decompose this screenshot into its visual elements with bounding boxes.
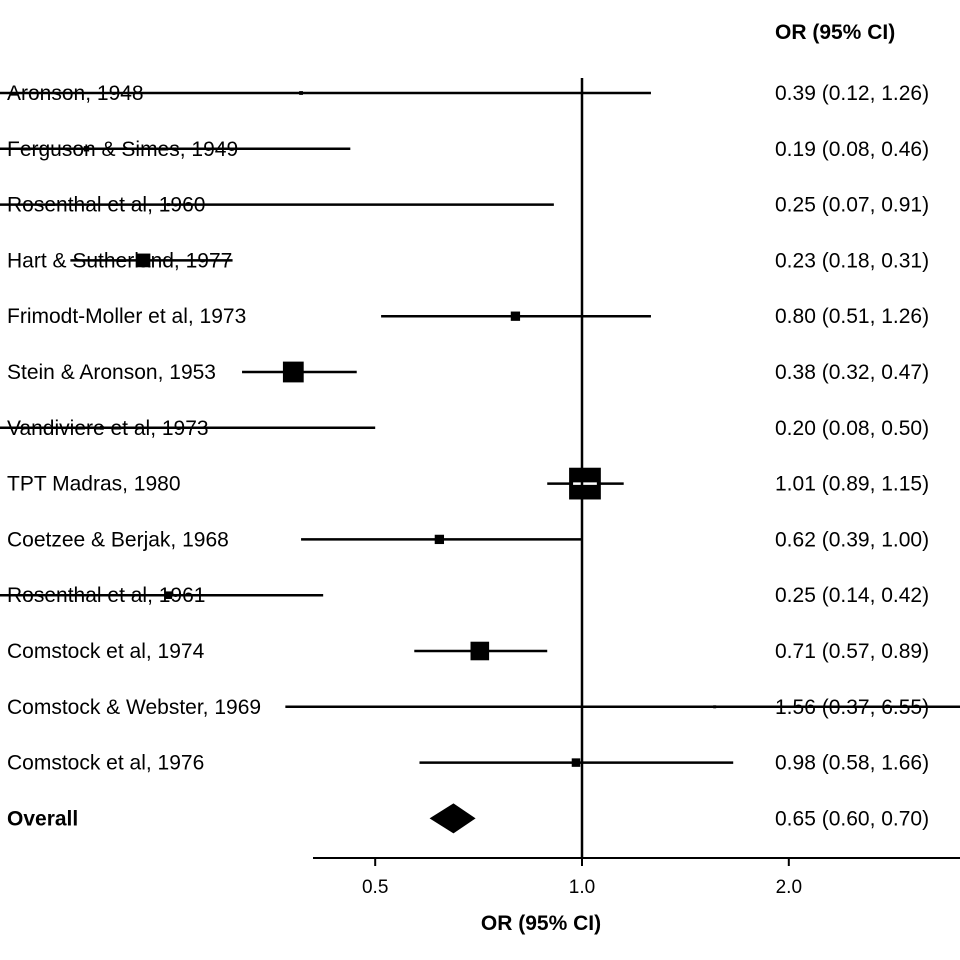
point-estimate-marker xyxy=(571,758,581,767)
point-estimate-marker xyxy=(164,591,173,599)
study-row: Aronson, 1948 0.39 (0.12, 1.26) xyxy=(0,82,929,105)
study-ci-value: 0.25 (0.14, 0.42) xyxy=(775,584,929,607)
x-axis-label: OR (95% CI) xyxy=(481,912,601,935)
study-ci-value: 0.20 (0.08, 0.50) xyxy=(775,417,929,440)
study-row: Comstock et al, 1976 0.98 (0.58, 1.66) xyxy=(7,752,929,775)
study-ci-value: 0.62 (0.39, 1.00) xyxy=(775,528,929,551)
study-ci-value: 0.38 (0.32, 0.47) xyxy=(775,361,929,384)
point-estimate-marker xyxy=(470,641,490,661)
study-ci-value: 0.71 (0.57, 0.89) xyxy=(775,640,929,663)
study-label: Coetzee & Berjak, 1968 xyxy=(7,528,229,551)
study-row: Comstock et al, 1974 0.71 (0.57, 0.89) xyxy=(7,640,929,663)
point-estimate-marker xyxy=(282,361,304,383)
study-ci-value: 0.19 (0.08, 0.46) xyxy=(775,138,929,161)
study-label: TPT Madras, 1980 xyxy=(7,473,181,496)
point-estimate-marker xyxy=(510,311,521,321)
overall-row: Overall 0.65 (0.60, 0.70) xyxy=(7,803,929,834)
x-tick-label: 1.0 xyxy=(569,877,595,898)
study-ci-value: 0.25 (0.07, 0.91) xyxy=(775,194,929,217)
point-estimate-marker xyxy=(136,253,151,268)
overall-diamond xyxy=(429,803,476,834)
overall-ci-value: 0.65 (0.60, 0.70) xyxy=(775,807,929,830)
point-estimate-marker xyxy=(166,203,170,207)
overall-label: Overall xyxy=(7,807,78,830)
ci-column-header: OR (95% CI) xyxy=(775,21,895,44)
study-label: Comstock & Webster, 1969 xyxy=(7,696,261,719)
study-row: Rosenthal et al, 1961 0.25 (0.14, 0.42) xyxy=(0,584,929,607)
study-ci-value: 0.39 (0.12, 1.26) xyxy=(775,82,929,105)
x-tick-label: 2.0 xyxy=(776,877,802,898)
study-row: TPT Madras, 1980 1.01 (0.89, 1.15) xyxy=(7,467,929,500)
study-row: Coetzee & Berjak, 1968 0.62 (0.39, 1.00) xyxy=(7,528,929,551)
study-label: Comstock et al, 1974 xyxy=(7,640,205,663)
study-rows: Aronson, 1948 0.39 (0.12, 1.26) Ferguson &… xyxy=(0,82,960,834)
study-label: Frimodt-Moller et al, 1973 xyxy=(7,305,246,328)
study-ci-value: 1.01 (0.89, 1.15) xyxy=(775,473,929,496)
study-row: Comstock & Webster, 1969 1.56 (0.37, 6.55… xyxy=(7,696,960,719)
study-ci-value: 0.80 (0.51, 1.26) xyxy=(775,305,929,328)
x-tick-label: 0.5 xyxy=(362,877,388,898)
study-ci-value: 0.98 (0.58, 1.66) xyxy=(775,752,929,775)
study-label: Stein & Aronson, 1953 xyxy=(7,361,216,384)
study-row: Stein & Aronson, 1953 0.38 (0.32, 0.47) xyxy=(7,361,929,384)
point-estimate-marker xyxy=(299,91,303,95)
study-row: Vandiviere et al, 1973 0.20 (0.08, 0.50) xyxy=(0,417,929,440)
point-estimate-marker xyxy=(99,425,104,430)
x-axis-ticks: 0.10.51.02.04.08.0 xyxy=(362,858,802,898)
study-row: Frimodt-Moller et al, 1973 0.80 (0.51, 1.… xyxy=(7,305,929,328)
study-row: Ferguson & Simes, 1949 0.19 (0.08, 0.46) xyxy=(0,138,929,161)
study-label: Comstock et al, 1976 xyxy=(7,752,204,775)
point-estimate-marker xyxy=(434,534,445,545)
point-estimate-marker xyxy=(83,146,90,152)
study-ci-value: 0.23 (0.18, 0.31) xyxy=(775,249,929,272)
study-row: Rosenthal et al, 1960 0.25 (0.07, 0.91) xyxy=(0,194,929,217)
point-estimate-marker xyxy=(713,705,717,709)
study-row: Hart & Sutherland, 1977 0.23 (0.18, 0.31) xyxy=(7,249,929,272)
